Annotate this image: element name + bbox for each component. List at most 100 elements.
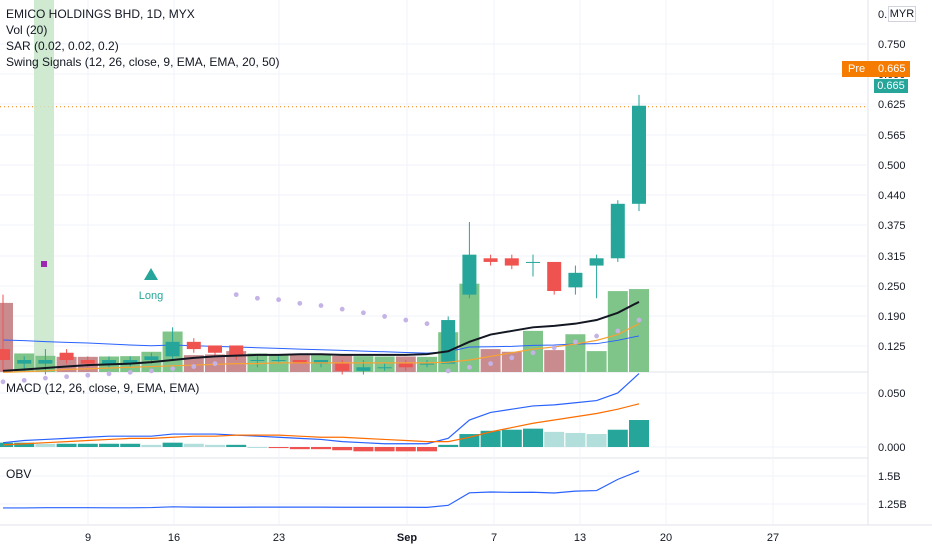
macd-histogram-bar <box>14 442 35 447</box>
candle-body <box>59 352 74 360</box>
x-tick-label: 23 <box>273 532 285 544</box>
candle-body <box>483 258 498 262</box>
macd-histogram-bar <box>56 443 77 447</box>
volume-ma-line <box>2 335 640 354</box>
volume-bars <box>0 283 649 372</box>
candle <box>229 345 244 360</box>
macd-histogram-bar <box>332 447 353 451</box>
candle <box>526 254 540 277</box>
candle-body <box>356 367 371 371</box>
candle-body <box>441 320 456 364</box>
sar-dot <box>43 375 48 381</box>
obv-label: OBV <box>6 467 32 481</box>
candlestick-series[interactable] <box>0 94 646 375</box>
sar-dot <box>212 361 218 367</box>
candle <box>610 200 625 262</box>
candle <box>589 254 604 299</box>
candle-body <box>610 203 625 259</box>
sar-dot <box>318 303 324 308</box>
signal-highlight-band <box>34 0 54 372</box>
candle <box>250 356 265 368</box>
macd-histogram-bar <box>480 430 501 447</box>
macd-histogram-bar <box>544 431 565 447</box>
sar-flip-marker <box>41 261 47 267</box>
macd-pane <box>0 373 649 452</box>
sar-dot <box>424 321 430 327</box>
candle-body <box>0 349 10 360</box>
currency-button[interactable]: MYR <box>888 6 916 22</box>
premarket-label: Pre <box>848 63 866 75</box>
candle <box>186 338 201 353</box>
candle-body <box>165 341 180 357</box>
signal-band <box>34 0 54 372</box>
y-tick-label: 0.565 <box>878 130 906 142</box>
candle-body <box>229 345 244 357</box>
macd-histogram-bar <box>374 447 395 452</box>
sar-dot <box>0 379 6 385</box>
volume-bar <box>586 351 607 372</box>
sar-dot <box>594 333 599 339</box>
candle <box>420 360 434 368</box>
candle-body <box>632 105 646 204</box>
volume-bar <box>183 355 204 372</box>
legend-swing: Swing Signals (12, 26, close, 9, EMA, EM… <box>6 55 280 69</box>
macd-histogram-bar <box>311 447 331 450</box>
long-signal-arrow <box>144 268 158 280</box>
candle-body <box>504 258 519 266</box>
sar-dot <box>403 317 409 323</box>
sar-dot <box>467 364 472 370</box>
candle <box>59 349 74 364</box>
x-tick-label: 13 <box>574 532 586 544</box>
macd-histogram-bar <box>438 444 459 447</box>
candle-body <box>377 367 392 369</box>
sar-dot <box>636 317 642 323</box>
macd-histogram-bar <box>501 429 522 447</box>
candle <box>568 265 583 295</box>
sar-dot <box>488 361 493 367</box>
volume-bar <box>480 349 501 372</box>
sar-dot <box>361 310 366 316</box>
sar-dot <box>276 297 281 303</box>
obv-y-tick: 1.5B <box>878 471 901 483</box>
x-tick-label: 7 <box>491 532 497 544</box>
macd-histogram-bar <box>205 444 225 447</box>
sar-dot <box>445 368 451 374</box>
candle-body <box>38 360 53 364</box>
y-tick-label: 0.750 <box>878 39 906 51</box>
candle <box>398 360 413 371</box>
candle-body <box>420 363 434 365</box>
candle <box>314 360 328 368</box>
sar-dot <box>233 292 239 298</box>
macd-histogram-bar <box>268 447 289 449</box>
candle-body <box>186 341 201 350</box>
macd-histogram-bar <box>395 447 416 452</box>
chart-title: EMICO HOLDINGS BHD, 1D, MYX <box>6 7 195 21</box>
macd-histogram-bar <box>226 444 247 447</box>
obv-pane <box>3 470 640 509</box>
sar-dot <box>64 374 69 380</box>
premarket-value: 0.665 <box>878 63 906 75</box>
candle <box>504 254 519 270</box>
macd-histogram-bar <box>141 444 162 447</box>
indicator-lines <box>2 300 640 373</box>
macd-histogram-bar <box>417 447 437 452</box>
y-tick-label: 0.315 <box>878 251 906 263</box>
legend-vol: Vol (20) <box>6 23 48 37</box>
ema-fast-line <box>2 300 640 372</box>
candle-body <box>80 360 95 364</box>
macd-histogram-bar <box>607 429 628 447</box>
candle-body <box>314 360 328 364</box>
sar-dot <box>382 314 387 319</box>
volume-bar <box>629 289 649 372</box>
candle-body <box>568 272 583 288</box>
y-tick-label: 0.500 <box>878 160 906 172</box>
sar-dot <box>106 371 112 377</box>
candle-body <box>208 345 222 353</box>
macd-histogram-bar <box>523 428 543 447</box>
x-tick-label: 16 <box>168 532 180 544</box>
candle-body <box>271 360 286 361</box>
volume-bar <box>0 302 13 372</box>
candle-body <box>589 258 604 266</box>
macd-signal-line <box>2 403 640 446</box>
candle <box>441 316 456 364</box>
